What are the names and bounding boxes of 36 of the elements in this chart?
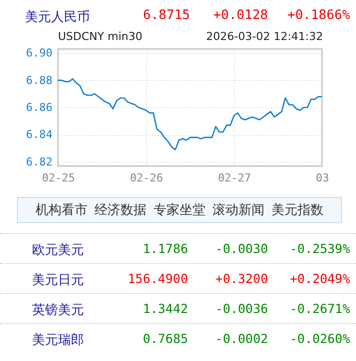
text: 1.1786 <box>142 241 188 256</box>
chart-subtitle: 2026-03-02 12:41:32 <box>206 30 323 43</box>
text: 1.3442 <box>142 301 188 316</box>
text: 机构看市 <box>36 202 88 219</box>
text: -0.0260% <box>290 331 350 346</box>
y-tick-label: 6.88 <box>26 74 52 87</box>
x-tick-label: 02-25 <box>42 172 76 184</box>
y-tick-label: 6.90 <box>26 46 52 60</box>
text: 滚动新闻 <box>212 202 264 219</box>
text: 156.4900 <box>128 271 188 286</box>
text: 美元瑞郎 <box>32 332 84 349</box>
x-tick-label: 02-26 <box>130 172 164 184</box>
text: 英镑美元 <box>32 302 84 319</box>
y-tick-label: 6.84 <box>26 128 53 142</box>
y-tick-label: 6.82 <box>26 155 52 168</box>
x-tick-label: 03 <box>316 172 330 184</box>
text: 美元指数 <box>272 202 324 219</box>
text: +0.3200 <box>215 271 268 286</box>
y-tick-label: 6.86 <box>26 101 52 114</box>
text: -0.2671% <box>290 301 350 316</box>
text: +0.0128 <box>213 8 268 23</box>
text: -0.2539% <box>290 241 350 256</box>
x-tick-label: 02-27 <box>218 172 252 184</box>
text: -0.0002 <box>215 331 268 346</box>
text: -0.0030 <box>215 241 268 256</box>
text: -0.0036 <box>215 301 268 316</box>
chart-title: USDCNY min30 <box>58 30 142 43</box>
text: 欧元美元 <box>32 242 84 259</box>
text: +0.1866% <box>287 8 350 23</box>
text: 6.8715 <box>143 8 190 23</box>
text: 0.7685 <box>142 331 188 346</box>
text: 经济数据 <box>94 202 146 219</box>
text: 专家坐堂 <box>154 202 206 219</box>
text: 美元日元 <box>32 272 84 289</box>
text: +0.2049% <box>290 271 350 286</box>
text: 美元人民币 <box>25 9 90 26</box>
